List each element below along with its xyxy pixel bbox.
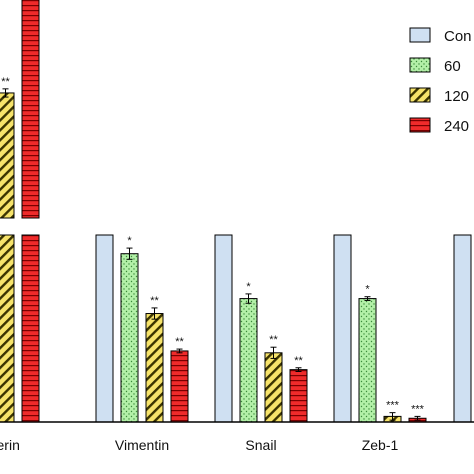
bar-120-Snail <box>264 352 283 423</box>
legend-label-240: 240 <box>444 118 469 135</box>
category-label: Zeb-1 <box>362 437 399 453</box>
legend-swatch-60 <box>409 57 431 73</box>
bar-240-Vimentin <box>170 350 189 423</box>
significance-label: ** <box>175 336 184 348</box>
significance-label: *** <box>411 403 425 415</box>
significance-label: ** <box>269 334 278 346</box>
category-label: cadherin <box>0 437 20 453</box>
bar-Con-Vimentin <box>95 234 114 423</box>
error-bar <box>126 247 133 260</box>
error-bar <box>389 412 396 421</box>
bar-Con-β <box>453 234 472 423</box>
significance-label: ** <box>1 76 10 88</box>
legend-label-120: 120 <box>444 88 469 105</box>
legend-swatch-240 <box>409 117 431 133</box>
bars-layer <box>0 0 474 423</box>
error-bar <box>151 307 158 320</box>
error-bar <box>364 296 371 301</box>
legend-label-Con: Con <box>444 28 472 45</box>
bar-240-cadherin-upper <box>21 0 40 219</box>
legend-swatch-Con <box>409 27 431 43</box>
error-bar <box>245 293 252 304</box>
category-label: Snail <box>245 437 276 453</box>
bar-60-Snail <box>239 298 258 423</box>
bar-120-cadherin-upper <box>0 92 15 219</box>
significance-label: * <box>365 284 370 296</box>
bar-120-cadherin-lower <box>0 234 15 423</box>
bar-120-Vimentin <box>145 313 164 423</box>
bar-60-Zeb-1 <box>358 298 377 423</box>
error-bar <box>295 367 302 373</box>
significance-label: * <box>246 281 251 293</box>
labels-layer: ******cadherin*****Vimentin*****Snail***… <box>0 76 425 453</box>
significance-label: *** <box>386 400 400 412</box>
significance-label: ** <box>150 295 159 307</box>
bar-240-Snail <box>289 369 308 423</box>
significance-label: ** <box>294 355 303 367</box>
error-bar <box>176 348 183 354</box>
bar-240-cadherin-lower <box>21 234 40 423</box>
error-bar <box>2 88 9 98</box>
bar-Con-Snail <box>214 234 233 423</box>
bar-Con-Zeb-1 <box>333 234 352 423</box>
error-bar <box>270 346 277 359</box>
legend: Con 60 120 240 <box>409 27 472 135</box>
category-label: Vimentin <box>115 437 169 453</box>
legend-swatch-120 <box>409 87 431 103</box>
error-bar <box>414 415 421 421</box>
legend-label-60: 60 <box>444 58 461 75</box>
significance-label: * <box>127 235 132 247</box>
bar-60-Vimentin <box>120 253 139 423</box>
